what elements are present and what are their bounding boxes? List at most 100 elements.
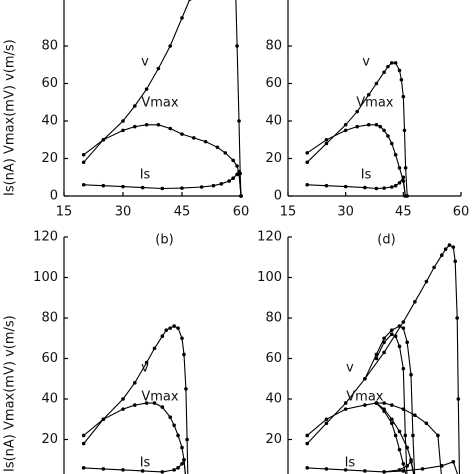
- y-tick-label: 80: [265, 311, 282, 326]
- curve-label: v: [141, 361, 149, 376]
- y-axis-label: Is(nA) Vmax(mV) v(m/s): [3, 315, 18, 472]
- data-point: [390, 421, 394, 426]
- data-point: [401, 175, 406, 180]
- data-point: [401, 94, 406, 99]
- data-point: [156, 66, 161, 71]
- curve-label: Vmax: [141, 389, 179, 404]
- data-point: [363, 469, 367, 473]
- data-point: [439, 464, 444, 468]
- data-point: [140, 469, 145, 473]
- data-point: [168, 326, 172, 330]
- y-tick-label: 0: [274, 189, 282, 204]
- data-point: [393, 183, 398, 188]
- data-point: [235, 164, 239, 168]
- data-point: [81, 160, 86, 165]
- data-point: [443, 247, 448, 251]
- data-point: [397, 429, 402, 434]
- data-point: [405, 464, 409, 468]
- data-point: [411, 433, 415, 438]
- data-point: [397, 468, 402, 472]
- data-point: [164, 328, 169, 332]
- data-point: [140, 185, 145, 190]
- data-point: [180, 336, 184, 341]
- data-point: [160, 334, 165, 339]
- data-point: [393, 334, 398, 339]
- y-tick-label: 20: [265, 151, 282, 166]
- panel-label: (b): [155, 233, 173, 248]
- data-point: [172, 468, 176, 472]
- data-point: [363, 376, 367, 381]
- data-point: [378, 124, 383, 129]
- data-point: [390, 141, 394, 146]
- data-point: [374, 186, 379, 191]
- series-line: [306, 62, 408, 197]
- y-tick-label: 40: [41, 392, 58, 407]
- data-point: [81, 433, 86, 438]
- data-point: [324, 137, 329, 142]
- data-point: [401, 366, 406, 371]
- data-point: [447, 243, 452, 247]
- data-point: [343, 122, 348, 127]
- data-point: [180, 445, 184, 450]
- data-point: [393, 61, 398, 65]
- data-point: [401, 462, 406, 466]
- data-point: [382, 401, 386, 405]
- data-point: [393, 433, 398, 438]
- data-point: [168, 126, 172, 131]
- data-point: [386, 64, 390, 69]
- data-point: [180, 186, 184, 190]
- data-point: [176, 433, 180, 438]
- data-point: [409, 459, 413, 464]
- curve-label: v: [141, 54, 149, 69]
- series-line: [83, 170, 242, 197]
- data-point: [81, 182, 86, 187]
- data-point: [324, 141, 329, 146]
- x-tick-label: 60: [233, 205, 250, 220]
- data-point: [382, 340, 386, 345]
- data-point: [215, 145, 220, 150]
- data-point: [324, 183, 329, 188]
- data-point: [382, 350, 386, 355]
- data-point: [152, 401, 157, 405]
- y-tick-label: 80: [41, 39, 58, 54]
- data-point: [81, 466, 86, 470]
- curve-label: Vmax: [346, 389, 384, 404]
- data-point: [160, 470, 165, 474]
- data-point: [152, 346, 157, 351]
- data-point: [451, 459, 456, 464]
- series-line: [307, 461, 459, 474]
- data-point: [101, 137, 106, 142]
- data-point: [81, 152, 86, 157]
- panel-label: (d): [377, 233, 395, 248]
- data-point: [192, 136, 196, 140]
- curve-label: Vmax: [356, 96, 394, 111]
- y-tick-label: 80: [265, 39, 282, 54]
- data-point: [374, 122, 379, 127]
- data-point: [403, 194, 408, 198]
- data-point: [156, 122, 161, 127]
- data-point: [160, 405, 165, 409]
- y-tick-label: 20: [41, 151, 58, 166]
- data-point: [199, 185, 204, 189]
- series-line: [83, 402, 186, 474]
- data-point: [121, 128, 125, 133]
- x-tick-label: 60: [453, 205, 470, 220]
- data-point: [390, 332, 394, 337]
- data-point: [436, 433, 440, 438]
- data-point: [374, 401, 379, 405]
- data-point: [366, 122, 371, 127]
- data-point: [403, 433, 408, 438]
- data-point: [176, 326, 180, 330]
- data-point: [144, 360, 149, 365]
- y-axis-label: Is(nA) Vmax(mV) v(m/s): [3, 39, 18, 196]
- data-point: [397, 166, 402, 170]
- data-point: [133, 104, 137, 108]
- data-point: [235, 44, 239, 48]
- data-point: [355, 124, 360, 129]
- data-point: [456, 397, 461, 401]
- data-point: [172, 324, 176, 328]
- data-point: [185, 437, 189, 442]
- data-point: [397, 181, 402, 185]
- y-tick-label: 100: [33, 270, 58, 285]
- data-point: [343, 407, 348, 411]
